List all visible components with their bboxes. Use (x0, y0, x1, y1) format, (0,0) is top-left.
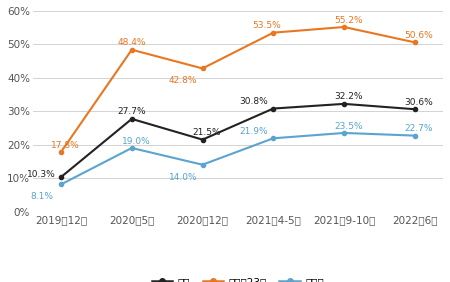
Text: 42.8%: 42.8% (169, 76, 197, 85)
Legend: 全国, 東京都23区, 地方圏: 全国, 東京都23区, 地方圏 (148, 273, 328, 282)
Text: 53.5%: 53.5% (252, 21, 281, 30)
Text: 8.1%: 8.1% (30, 192, 53, 201)
Text: 10.3%: 10.3% (27, 170, 56, 179)
Text: 30.6%: 30.6% (405, 98, 433, 107)
Text: 17.8%: 17.8% (51, 140, 80, 149)
Text: 22.7%: 22.7% (405, 124, 433, 133)
Text: 48.4%: 48.4% (117, 38, 146, 47)
Text: 21.9%: 21.9% (239, 127, 268, 136)
Text: 23.5%: 23.5% (334, 122, 363, 131)
Text: 30.8%: 30.8% (239, 97, 268, 106)
Text: 21.5%: 21.5% (192, 128, 221, 137)
Text: 50.6%: 50.6% (405, 31, 433, 40)
Text: 19.0%: 19.0% (122, 136, 150, 146)
Text: 14.0%: 14.0% (169, 173, 198, 182)
Text: 32.2%: 32.2% (334, 92, 362, 102)
Text: 55.2%: 55.2% (334, 16, 363, 25)
Text: 27.7%: 27.7% (117, 107, 146, 116)
